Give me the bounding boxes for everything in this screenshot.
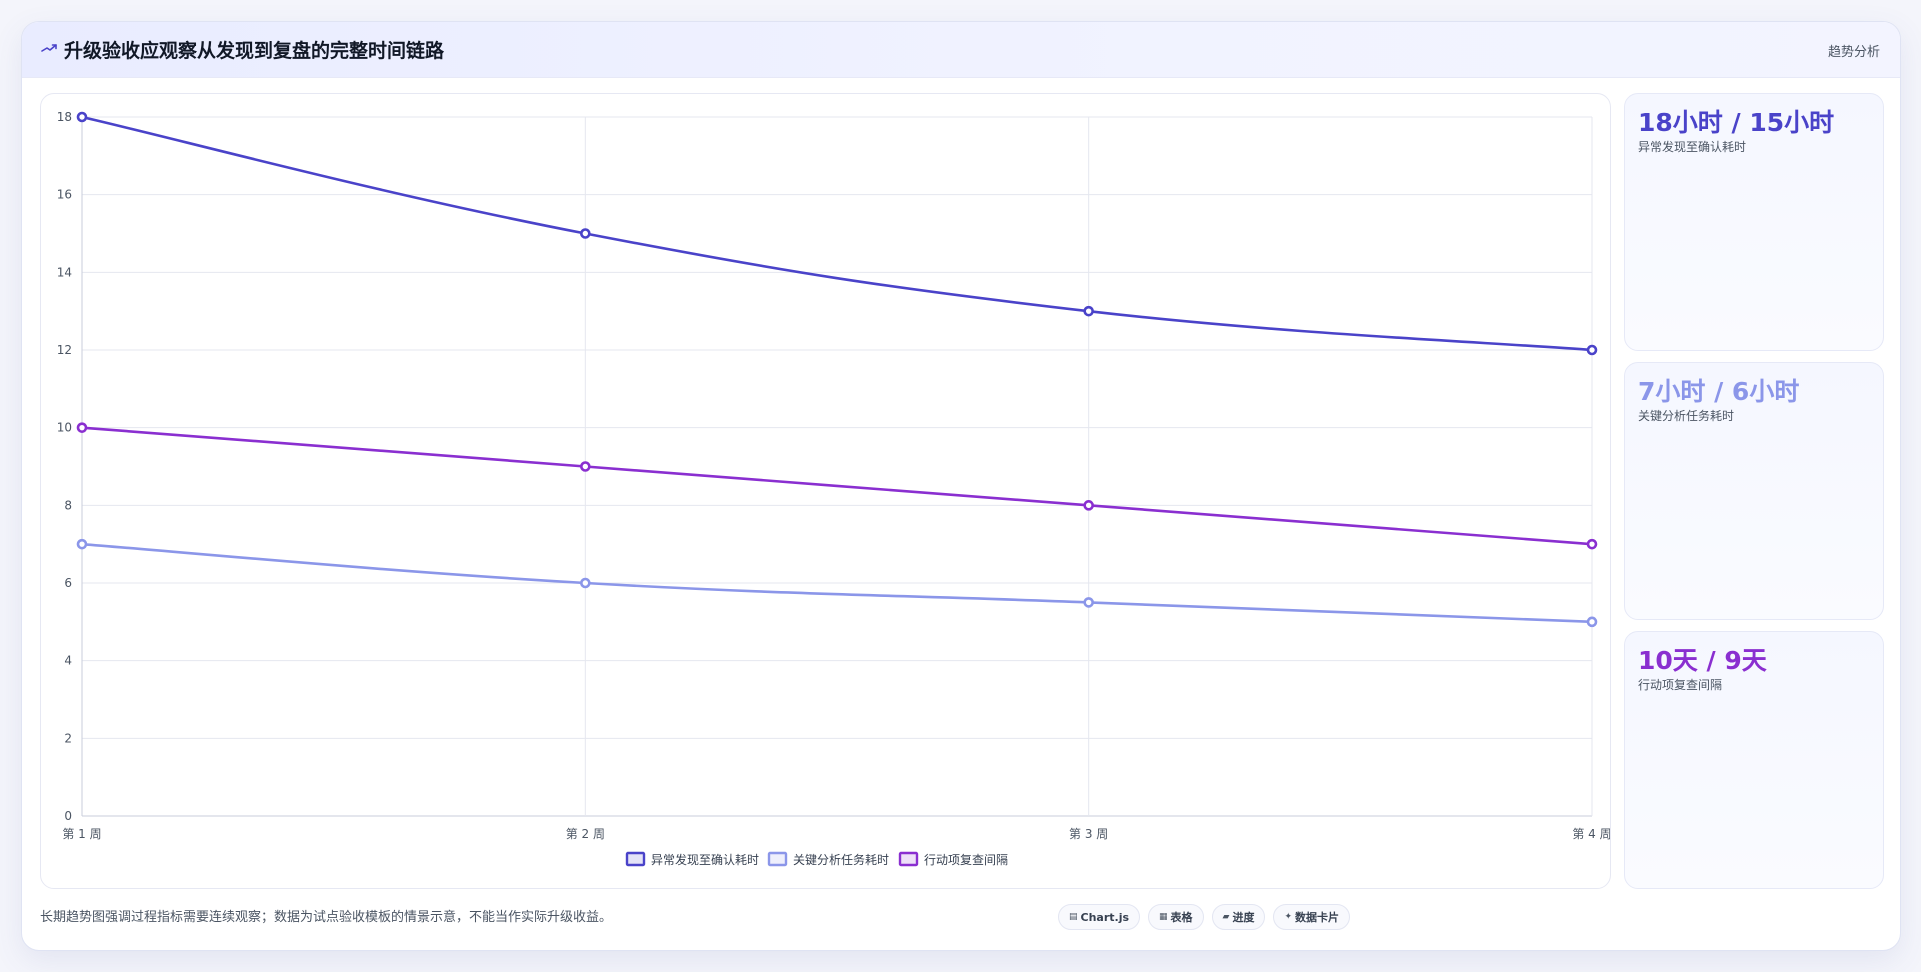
- y-tick-label: 16: [57, 188, 72, 202]
- view-chips: ▤ Chart.js ▦ 表格 ▰ 进度 ✦ 数据卡片: [1058, 904, 1351, 930]
- card-icon: ✦: [1284, 912, 1293, 922]
- legend-label: 行动项复查间隔: [924, 853, 1008, 867]
- metric-card-detection: 18小时 / 15小时 异常发现至确认耗时: [1624, 93, 1884, 351]
- y-tick-label: 10: [57, 421, 72, 435]
- x-tick-label: 第 3 周: [1069, 827, 1108, 841]
- data-point: [76, 538, 88, 550]
- y-tick-label: 4: [64, 654, 72, 668]
- y-tick-label: 6: [64, 576, 72, 590]
- metric-card-analysis: 7小时 / 6小时 关键分析任务耗时: [1624, 362, 1884, 620]
- dashboard-panel: 升级验收应观察从发现到复盘的完整时间链路 趋势分析 0 2 4 6 8 10 12 14 16 1…: [21, 21, 1901, 951]
- data-point: [1586, 538, 1598, 550]
- x-tick-label: 第 2 周: [566, 827, 605, 841]
- chip-label: Chart.js: [1080, 910, 1130, 924]
- metric-value: 10天 / 9天: [1638, 646, 1767, 675]
- y-tick-label: 2: [64, 731, 72, 745]
- legend-label: 异常发现至确认耗时: [651, 852, 759, 867]
- legend-swatch: [625, 851, 646, 867]
- y-tick-label: 14: [57, 265, 72, 279]
- chip-label: 表格: [1170, 911, 1193, 924]
- metric-label: 关键分析任务耗时: [1638, 409, 1735, 423]
- series-line: [81, 542, 1593, 624]
- series-line: [81, 115, 1593, 352]
- data-point: [1586, 616, 1598, 628]
- y-tick-label: 12: [57, 343, 72, 357]
- chip-progress[interactable]: ▰ 进度: [1211, 904, 1266, 930]
- panel-header: 升级验收应观察从发现到复盘的完整时间链路 趋势分析: [22, 22, 1900, 78]
- legend-swatch: [767, 851, 788, 867]
- data-point: [1586, 344, 1598, 356]
- data-point: [76, 111, 88, 123]
- y-tick-label: 0: [64, 809, 72, 823]
- y-tick-label: 8: [64, 498, 72, 512]
- data-point: [580, 577, 591, 589]
- chip-label: 进度: [1232, 911, 1255, 924]
- metric-label: 行动项复查间隔: [1638, 678, 1723, 692]
- data-point: [1083, 500, 1094, 511]
- data-point: [580, 228, 591, 239]
- x-tick-label: 第 4 周: [1572, 827, 1610, 841]
- chip-table[interactable]: ▦ 表格: [1148, 904, 1204, 930]
- legend-label: 关键分析任务耗时: [793, 852, 889, 867]
- y-tick-label: 18: [57, 110, 72, 124]
- x-tick-label: 第 1 周: [62, 827, 101, 841]
- table-icon: ▦: [1159, 912, 1168, 922]
- progress-icon: ▰: [1222, 912, 1230, 922]
- data-point: [1083, 305, 1094, 317]
- header-tag: 趋势分析: [1827, 45, 1880, 60]
- page-title: 升级验收应观察从发现到复盘的完整时间链路: [64, 40, 445, 62]
- metric-value: 7小时 / 6小时: [1638, 377, 1800, 406]
- chart-card: 0 2 4 6 8 10 12 14 16 18 第 1 周 第 2 周 第 3 周 第 4 周异常发现至…: [40, 93, 1611, 889]
- data-point: [76, 422, 88, 433]
- footnote: 长期趋势图强调过程指标需要连续观察；数据为试点验收模板的情景示意，不能当作实际升…: [40, 910, 613, 925]
- series-line: [81, 426, 1593, 546]
- data-point: [580, 461, 591, 472]
- metric-card-review: 10天 / 9天 行动项复查间隔: [1624, 631, 1884, 889]
- chip-chartjs[interactable]: ▤ Chart.js: [1058, 904, 1141, 930]
- metric-value: 18小时 / 15小时: [1638, 108, 1835, 137]
- metric-label: 异常发现至确认耗时: [1638, 140, 1747, 154]
- trend-line-icon: [41, 44, 57, 52]
- line-chart: 0 2 4 6 8 10 12 14 16 18 第 1 周 第 2 周 第 3 周 第 4 周异常发现至…: [57, 110, 1610, 867]
- data-point: [1083, 597, 1094, 608]
- chip-data-card[interactable]: ✦ 数据卡片: [1273, 904, 1351, 930]
- chart-icon: ▤: [1069, 912, 1078, 922]
- chip-label: 数据卡片: [1295, 911, 1340, 924]
- legend-swatch: [898, 851, 919, 867]
